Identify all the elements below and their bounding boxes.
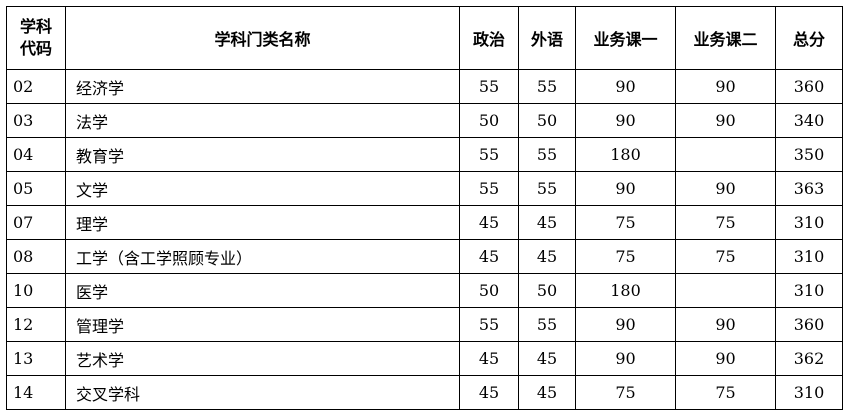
- cell-course2: 90: [675, 171, 776, 206]
- cell-name: 管理学: [65, 307, 460, 342]
- cell-code: 14: [6, 375, 66, 410]
- cell-total: 310: [775, 375, 843, 410]
- cell-course1: 75: [575, 239, 676, 274]
- cell-course1: 180: [575, 137, 676, 172]
- table-row: 08 工学（含工学照顾专业） 45 45 75 75 310: [6, 239, 843, 274]
- cell-course2: 90: [675, 69, 776, 104]
- header-total: 总分: [775, 6, 843, 70]
- table-row: 03 法学 50 50 90 90 340: [6, 103, 843, 138]
- header-politics: 政治: [459, 6, 519, 70]
- cell-course2: [675, 137, 776, 172]
- cell-name: 文学: [65, 171, 460, 206]
- cell-language: 50: [518, 273, 576, 308]
- table-row: 14 交叉学科 45 45 75 75 310: [6, 375, 843, 410]
- cell-name: 经济学: [65, 69, 460, 104]
- table-row: 02 经济学 55 55 90 90 360: [6, 69, 843, 104]
- cell-language: 45: [518, 239, 576, 274]
- cell-language: 55: [518, 69, 576, 104]
- cell-total: 362: [775, 341, 843, 376]
- cell-course2: 90: [675, 341, 776, 376]
- cell-code: 08: [6, 239, 66, 274]
- header-code-line1: 学科: [19, 17, 52, 36]
- cell-course2: 90: [675, 103, 776, 138]
- cell-course1: 90: [575, 171, 676, 206]
- cell-language: 45: [518, 341, 576, 376]
- cell-total: 360: [775, 307, 843, 342]
- cell-language: 50: [518, 103, 576, 138]
- cell-name: 教育学: [65, 137, 460, 172]
- cell-language: 45: [518, 375, 576, 410]
- cell-code: 07: [6, 205, 66, 240]
- cell-total: 310: [775, 239, 843, 274]
- cell-language: 55: [518, 307, 576, 342]
- cell-language: 55: [518, 137, 576, 172]
- cell-course2: 75: [675, 205, 776, 240]
- table-row: 13 艺术学 45 45 90 90 362: [6, 341, 843, 376]
- header-code: 学科 代码: [6, 6, 66, 70]
- cell-politics: 55: [459, 137, 519, 172]
- cell-politics: 50: [459, 103, 519, 138]
- cell-total: 310: [775, 205, 843, 240]
- header-course2: 业务课二: [675, 6, 776, 70]
- cell-name: 交叉学科: [65, 375, 460, 410]
- table-row: 07 理学 45 45 75 75 310: [6, 205, 843, 240]
- cell-politics: 55: [459, 171, 519, 206]
- cell-course2: 90: [675, 307, 776, 342]
- cell-name: 工学（含工学照顾专业）: [65, 239, 460, 274]
- cell-total: 360: [775, 69, 843, 104]
- cell-total: 310: [775, 273, 843, 308]
- table-row: 12 管理学 55 55 90 90 360: [6, 307, 843, 342]
- cell-code: 03: [6, 103, 66, 138]
- cell-politics: 50: [459, 273, 519, 308]
- cell-course1: 75: [575, 205, 676, 240]
- cell-name: 理学: [65, 205, 460, 240]
- cell-course2: 75: [675, 239, 776, 274]
- cell-name: 医学: [65, 273, 460, 308]
- cell-code: 12: [6, 307, 66, 342]
- cell-course1: 90: [575, 103, 676, 138]
- score-table: 学科 代码 学科门类名称 政治 外语 业务课一 业务课二 总分 02 经济学 55 55…: [6, 6, 843, 410]
- cell-name: 法学: [65, 103, 460, 138]
- header-name: 学科门类名称: [65, 6, 460, 70]
- header-language: 外语: [518, 6, 576, 70]
- cell-total: 340: [775, 103, 843, 138]
- cell-politics: 45: [459, 205, 519, 240]
- header-code-line2: 代码: [19, 39, 52, 58]
- cell-total: 363: [775, 171, 843, 206]
- cell-politics: 55: [459, 69, 519, 104]
- cell-code: 10: [6, 273, 66, 308]
- cell-politics: 55: [459, 307, 519, 342]
- cell-total: 350: [775, 137, 843, 172]
- cell-course1: 90: [575, 69, 676, 104]
- header-row: 学科代码 学科门类名称 政治 外语 业务课一 业务课二 总分: [6, 6, 843, 70]
- cell-course2: 75: [675, 375, 776, 410]
- table-row: 05 文学 55 55 90 90 363: [6, 171, 843, 206]
- cell-language: 45: [518, 205, 576, 240]
- table-row: 10 医学 50 50 180 310: [6, 273, 843, 308]
- cell-code: 05: [6, 171, 66, 206]
- cell-politics: 45: [459, 239, 519, 274]
- cell-politics: 45: [459, 341, 519, 376]
- cell-course2: [675, 273, 776, 308]
- header-course1: 业务课一: [575, 6, 676, 70]
- cell-course1: 180: [575, 273, 676, 308]
- cell-language: 55: [518, 171, 576, 206]
- table-row: 04 教育学 55 55 180 350: [6, 137, 843, 172]
- cell-course1: 90: [575, 307, 676, 342]
- cell-code: 02: [6, 69, 66, 104]
- cell-code: 13: [6, 341, 66, 376]
- cell-name: 艺术学: [65, 341, 460, 376]
- cell-course1: 75: [575, 375, 676, 410]
- cell-course1: 90: [575, 341, 676, 376]
- cell-politics: 45: [459, 375, 519, 410]
- cell-code: 04: [6, 137, 66, 172]
